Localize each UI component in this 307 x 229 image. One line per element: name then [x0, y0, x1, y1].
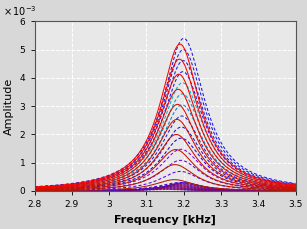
Y-axis label: Amplitude: Amplitude	[4, 78, 14, 135]
X-axis label: Frequency [kHz]: Frequency [kHz]	[114, 215, 216, 225]
Text: $\times\,10^{-3}$: $\times\,10^{-3}$	[3, 4, 37, 18]
